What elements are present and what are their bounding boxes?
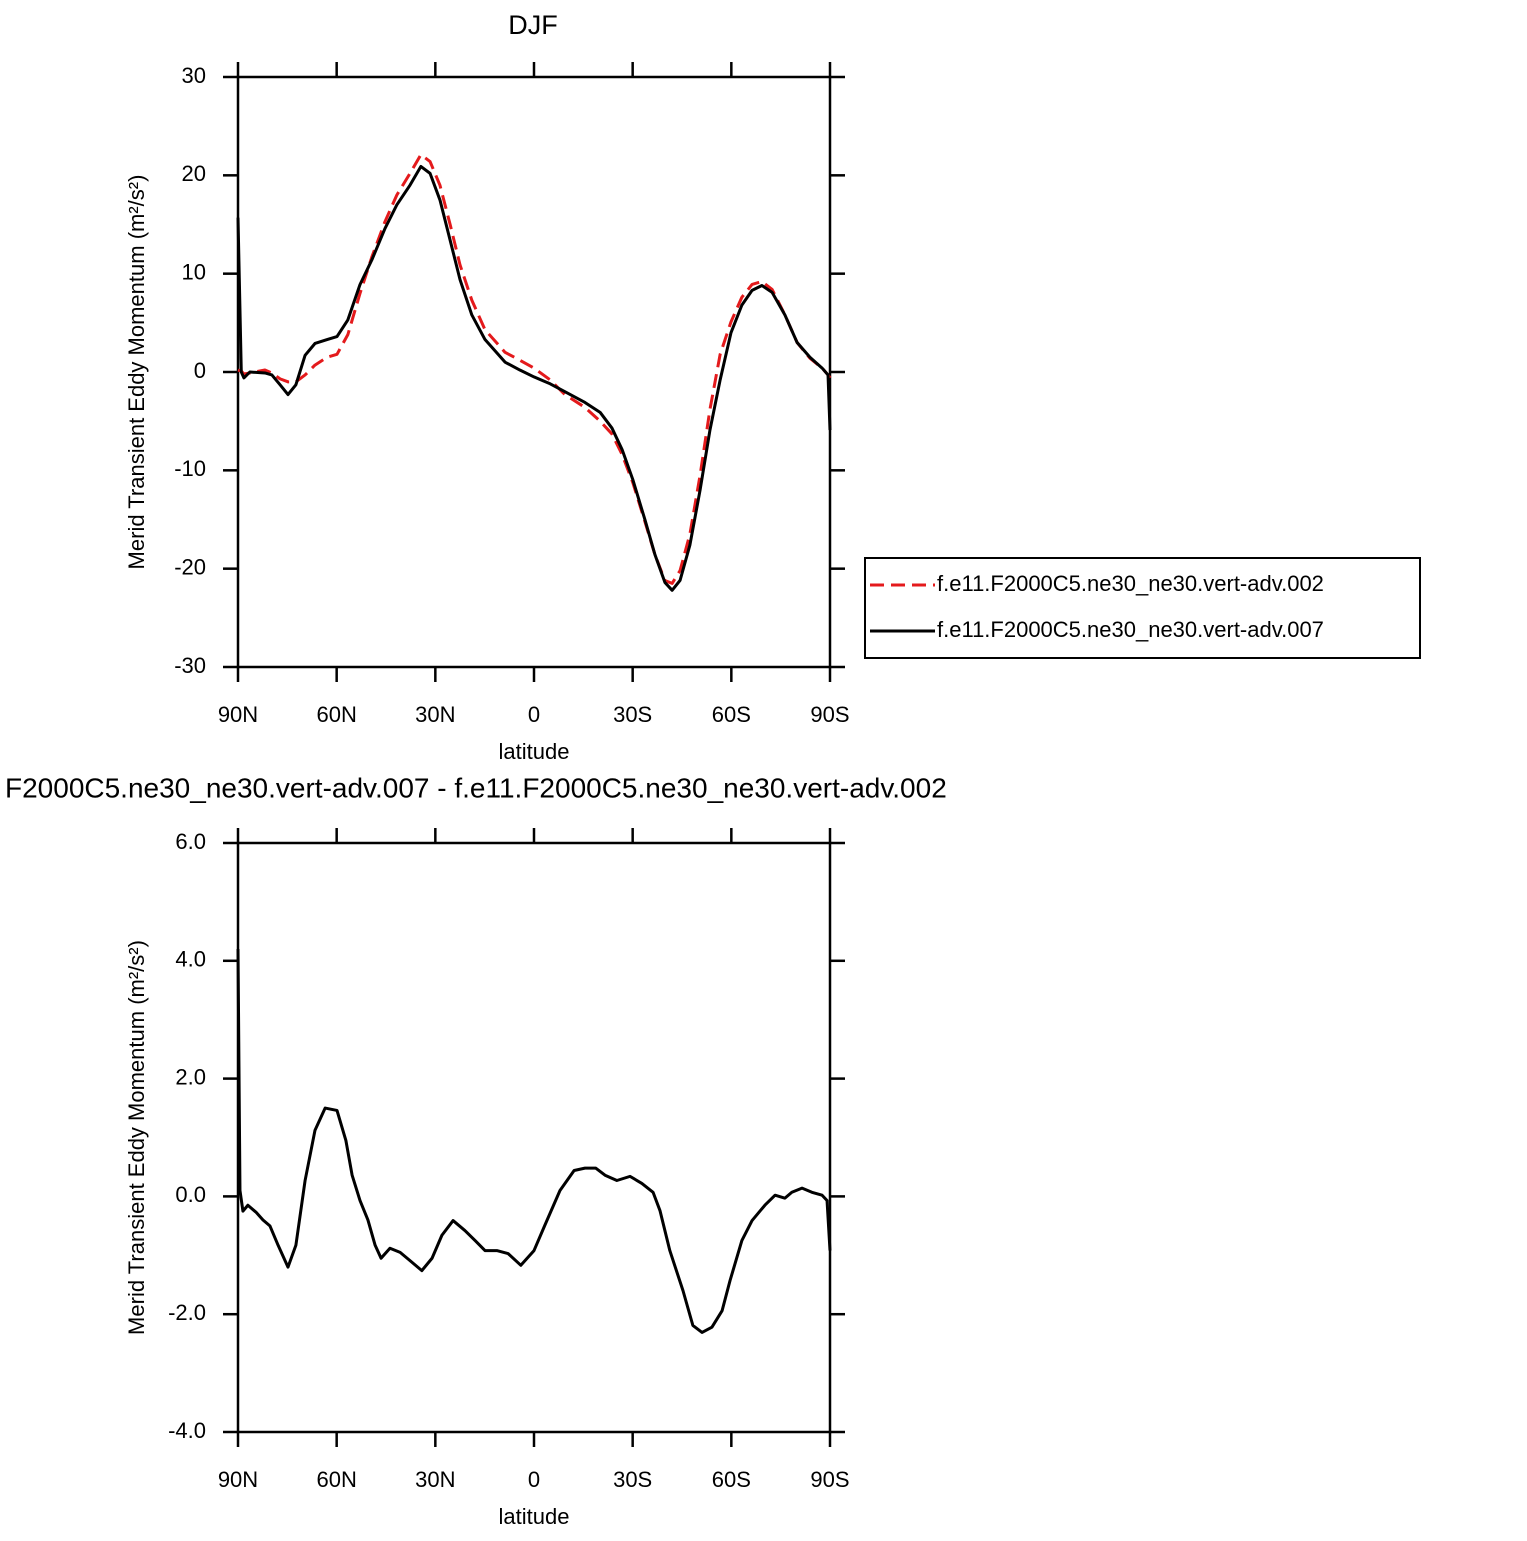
x-tick-label: 60S: [712, 1467, 751, 1492]
chart-title: DJF: [508, 10, 558, 40]
panel: DJF -30 -20 -10 0 10 20 30 90N 60N 30N 0 30S 60S 90S la…: [124, 10, 1421, 764]
y-tick-label: -4.0: [168, 1418, 206, 1443]
y-tick-label: 6.0: [175, 829, 206, 854]
y-tick-label: 20: [182, 161, 206, 186]
y-axis-label: Merid Transient Eddy Momentum (m²/s²): [124, 175, 149, 570]
y-tick-label: -30: [174, 653, 206, 678]
y-tick-label: 4.0: [175, 947, 206, 972]
x-tick-label: 90N: [218, 702, 258, 727]
y-tick-label: -2.0: [168, 1300, 206, 1325]
y-tick-label: 0.0: [175, 1182, 206, 1207]
x-tick-label: 30N: [415, 1467, 455, 1492]
legend-box: [864, 557, 1421, 659]
series-line: [237, 153, 832, 585]
legend-label: f.e11.F2000C5.ne30_ne30.vert-adv.002: [937, 571, 1324, 596]
x-tick-label: 60N: [316, 1467, 356, 1492]
x-tick-label: 90S: [810, 1467, 849, 1492]
y-tick-label: -10: [174, 456, 206, 481]
panel: F2000C5.ne30_ne30.vert-adv.007 - f.e11.F…: [5, 772, 947, 1528]
y-tick-label: 0: [194, 358, 206, 383]
x-axis-label: latitude: [499, 739, 570, 764]
y-tick-label: 10: [182, 259, 206, 284]
legend-label: f.e11.F2000C5.ne30_ne30.vert-adv.007: [937, 617, 1324, 642]
series-line: [236, 164, 832, 592]
x-axis-label: latitude: [499, 1504, 570, 1529]
x-tick-label: 0: [528, 1467, 540, 1492]
y-tick-label: 30: [182, 63, 206, 88]
series-line: [236, 949, 832, 1334]
y-axis-label: Merid Transient Eddy Momentum (m²/s²): [124, 940, 149, 1335]
x-tick-label: 30S: [613, 702, 652, 727]
plot-frame: [236, 841, 832, 1434]
y-tick-label: -20: [174, 554, 206, 579]
x-tick-label: 90S: [810, 702, 849, 727]
x-tick-label: 30N: [415, 702, 455, 727]
x-tick-label: 60S: [712, 702, 751, 727]
x-tick-label: 30S: [613, 1467, 652, 1492]
chart-title: F2000C5.ne30_ne30.vert-adv.007 - f.e11.F…: [5, 772, 947, 803]
x-tick-label: 60N: [316, 702, 356, 727]
x-tick-label: 0: [528, 702, 540, 727]
x-tick-label: 90N: [218, 1467, 258, 1492]
plot-frame: [236, 75, 832, 669]
y-tick-label: 2.0: [175, 1064, 206, 1089]
